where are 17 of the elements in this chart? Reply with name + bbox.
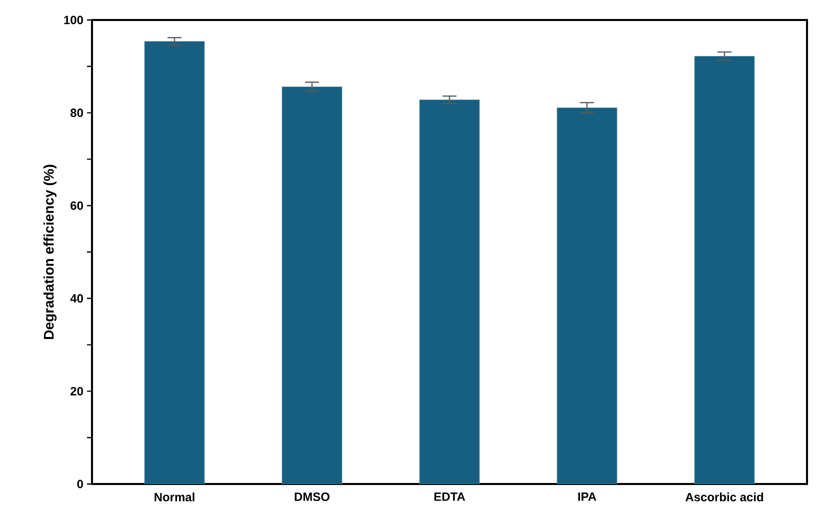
- y-axis-title: Degradation efficiency (%): [43, 164, 57, 339]
- y-tick-label: 0: [77, 480, 83, 488]
- x-tick-label: EDTA: [434, 492, 466, 501]
- x-tick-label: DMSO: [294, 492, 330, 502]
- y-tick-label: 60: [70, 201, 83, 210]
- bar: [694, 56, 755, 484]
- bar: [282, 86, 342, 484]
- x-tick-label: Ascorbic acid: [685, 492, 764, 502]
- x-tick-label: Normal: [154, 492, 194, 502]
- bar: [419, 100, 480, 484]
- bar: [556, 107, 618, 484]
- y-tick-label: 80: [70, 108, 83, 118]
- y-tick-label: 40: [70, 294, 83, 303]
- y-tick-label: 20: [70, 386, 83, 396]
- bar: [144, 41, 205, 484]
- y-tick-label: 100: [64, 16, 83, 24]
- x-tick-label: IPA: [578, 492, 596, 501]
